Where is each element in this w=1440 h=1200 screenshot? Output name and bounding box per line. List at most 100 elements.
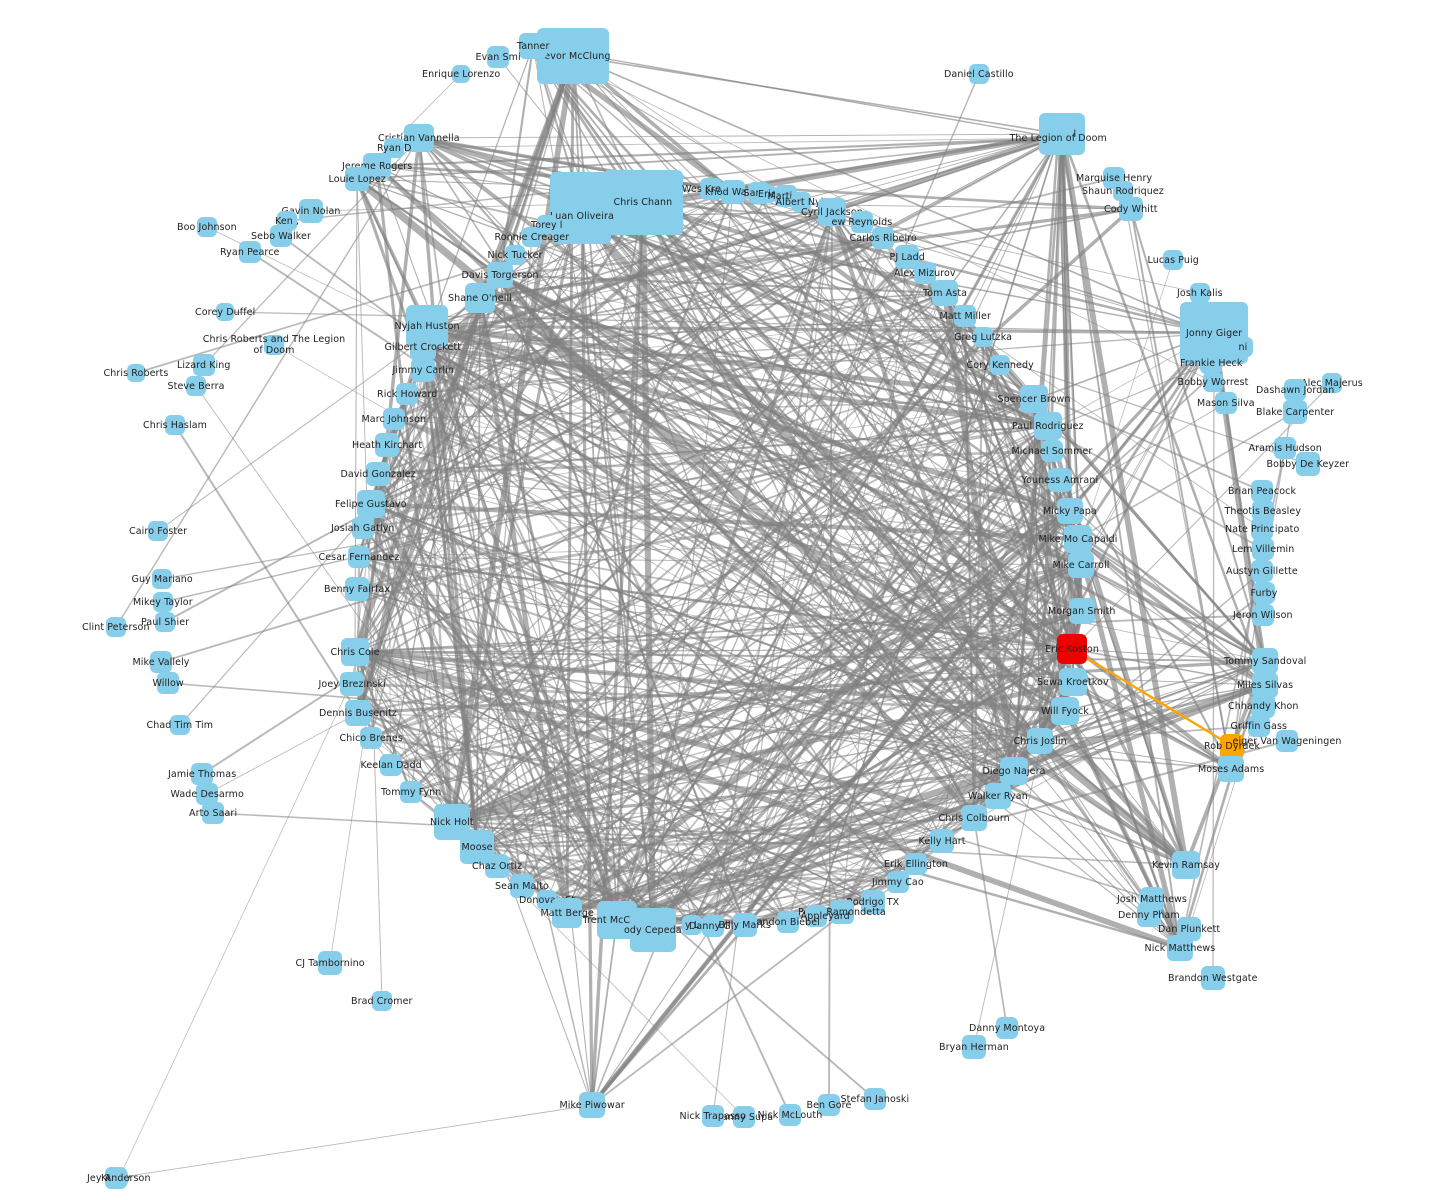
graph-node[interactable] — [962, 1035, 986, 1059]
graph-node[interactable] — [537, 28, 609, 84]
graph-node[interactable] — [969, 64, 989, 84]
graph-node[interactable] — [1215, 392, 1237, 414]
graph-node[interactable] — [400, 781, 422, 803]
graph-node[interactable] — [396, 383, 418, 405]
graph-node[interactable] — [1233, 337, 1253, 357]
graph-node[interactable] — [1203, 372, 1223, 392]
graph-node[interactable] — [383, 408, 405, 430]
graph-node[interactable] — [1119, 197, 1143, 221]
graph-node[interactable] — [553, 189, 611, 244]
graph-node[interactable] — [110, 1169, 128, 1187]
graph-node[interactable] — [384, 138, 404, 158]
graph-node[interactable] — [1218, 756, 1244, 782]
graph-node[interactable] — [702, 1105, 724, 1127]
graph-node[interactable] — [1034, 412, 1062, 440]
graph-node[interactable] — [985, 783, 1011, 809]
graph-node[interactable] — [758, 185, 776, 203]
graph-node[interactable] — [299, 199, 323, 223]
graph-node[interactable] — [505, 245, 525, 265]
graph-node[interactable] — [1048, 468, 1072, 492]
graph-node[interactable] — [186, 376, 206, 396]
graph-node[interactable] — [360, 727, 382, 749]
graph-node[interactable] — [193, 354, 215, 376]
graph-node[interactable] — [1274, 437, 1296, 459]
graph-node[interactable] — [1248, 715, 1270, 737]
graph-node[interactable] — [973, 327, 993, 347]
graph-node[interactable] — [990, 355, 1010, 375]
graph-node[interactable] — [603, 170, 683, 235]
graph-node[interactable] — [345, 700, 371, 726]
graph-node[interactable] — [702, 915, 724, 937]
graph-node[interactable] — [191, 763, 213, 785]
graph-node[interactable] — [410, 334, 436, 360]
graph-node[interactable] — [1167, 935, 1193, 961]
graph-node[interactable] — [1069, 598, 1095, 624]
graph-node[interactable] — [537, 215, 557, 235]
graph-node[interactable] — [318, 951, 342, 975]
graph-node[interactable] — [106, 617, 126, 637]
graph-node[interactable] — [366, 462, 390, 486]
graph-node[interactable] — [1252, 538, 1274, 560]
graph-node[interactable] — [861, 890, 885, 914]
graph-node[interactable] — [345, 167, 369, 191]
graph-node[interactable] — [1057, 498, 1083, 524]
graph-node[interactable] — [165, 415, 185, 435]
graph-node[interactable] — [157, 672, 179, 694]
graph-node[interactable] — [1253, 582, 1275, 604]
graph-node[interactable] — [155, 612, 175, 632]
graph-node[interactable] — [1200, 352, 1222, 374]
graph-node[interactable] — [1190, 283, 1210, 303]
graph-node[interactable] — [905, 853, 927, 875]
graph-node[interactable] — [1163, 250, 1183, 270]
graph-node[interactable] — [519, 33, 547, 59]
graph-node[interactable] — [779, 1104, 801, 1126]
graph-node[interactable] — [1252, 648, 1278, 674]
graph-node[interactable] — [721, 180, 745, 204]
graph-node[interactable] — [1283, 400, 1307, 424]
graph-node[interactable] — [196, 783, 218, 805]
graph-node[interactable] — [1068, 552, 1094, 578]
graph-node[interactable] — [341, 638, 369, 666]
graph-node[interactable] — [552, 898, 582, 928]
graph-node[interactable] — [357, 490, 385, 518]
graph-node[interactable] — [372, 991, 392, 1011]
graph-node[interactable] — [197, 217, 217, 237]
graph-node[interactable] — [148, 521, 168, 541]
graph-node[interactable] — [1172, 851, 1200, 879]
graph-node[interactable] — [153, 592, 173, 612]
graph-node[interactable] — [954, 305, 976, 327]
graph-node[interactable] — [404, 124, 434, 152]
graph-node[interactable] — [791, 192, 811, 212]
graph-node[interactable] — [1113, 181, 1133, 201]
graph-node[interactable] — [345, 577, 369, 601]
graph-node[interactable] — [411, 358, 435, 382]
graph-node[interactable] — [216, 303, 234, 321]
graph-node[interactable] — [1220, 734, 1244, 758]
graph-node[interactable] — [348, 546, 370, 568]
graph-node[interactable] — [1322, 373, 1342, 393]
graph-node[interactable] — [818, 1094, 840, 1116]
graph-node[interactable] — [202, 802, 224, 824]
graph-node[interactable] — [1027, 728, 1053, 754]
graph-node[interactable] — [380, 754, 402, 776]
graph-node[interactable] — [872, 227, 894, 249]
graph-node[interactable] — [452, 65, 470, 83]
graph-node[interactable] — [700, 178, 722, 200]
graph-node[interactable] — [465, 283, 495, 313]
graph-node[interactable] — [887, 871, 909, 893]
graph-node[interactable] — [1252, 604, 1274, 626]
graph-node[interactable] — [1251, 560, 1273, 582]
graph-node[interactable] — [830, 900, 854, 924]
graph-node[interactable] — [630, 908, 676, 952]
graph-node[interactable] — [1252, 672, 1278, 698]
graph-node[interactable] — [1057, 634, 1087, 664]
graph-node[interactable] — [487, 46, 509, 68]
graph-node[interactable] — [733, 913, 757, 937]
graph-node[interactable] — [1276, 730, 1298, 752]
graph-node[interactable] — [1251, 694, 1275, 718]
graph-node[interactable] — [818, 198, 846, 226]
graph-node[interactable] — [1137, 903, 1161, 927]
graph-node[interactable] — [996, 1017, 1018, 1039]
graph-node[interactable] — [510, 874, 534, 898]
graph-node[interactable] — [851, 211, 873, 233]
